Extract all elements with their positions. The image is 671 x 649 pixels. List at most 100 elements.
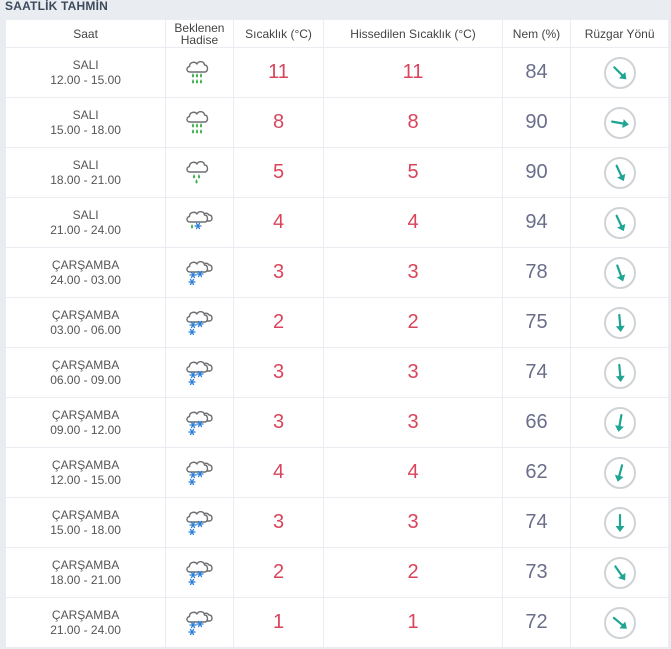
time-cell: ÇARŞAMBA 09.00 - 12.00	[6, 398, 166, 447]
section-title: SAATLİK TAHMİN	[5, 0, 109, 13]
wind-cell	[571, 598, 668, 647]
wind-cell	[571, 498, 668, 547]
weather-cell	[166, 148, 233, 197]
weather-cell	[166, 48, 233, 97]
wind-direction-icon	[603, 356, 636, 389]
forecast-row: ÇARŞAMBA 09.00 - 12.00 3 3 66	[6, 398, 668, 447]
day-label: ÇARŞAMBA	[51, 507, 120, 522]
temperature-cell: 8	[233, 98, 324, 147]
time-cell: ÇARŞAMBA 06.00 - 09.00	[6, 348, 166, 397]
forecast-row: ÇARŞAMBA 24.00 - 03.00 3 3 78	[6, 248, 668, 297]
humidity-value: 62	[525, 461, 548, 483]
time-range: 09.00 - 12.00	[50, 422, 121, 437]
time-cell: SALI 12.00 - 15.00	[6, 48, 166, 97]
feels-like-value: 4	[407, 211, 419, 233]
weather-cell	[166, 298, 233, 347]
humidity-cell: 74	[502, 348, 571, 397]
humidity-value: 90	[525, 111, 548, 133]
feels-like-value: 8	[407, 111, 419, 133]
humidity-value: 73	[525, 561, 548, 583]
forecast-row: SALI 15.00 - 18.00 8 8 90	[6, 98, 668, 147]
feels-like-value: 3	[407, 361, 419, 383]
day-label: ÇARŞAMBA	[51, 557, 120, 572]
header-saat: Saat	[6, 20, 166, 47]
humidity-cell: 75	[502, 298, 571, 347]
day-label: SALI	[72, 157, 99, 172]
temperature-cell: 4	[233, 198, 324, 247]
header-sicaklik: Sıcaklık (°C)	[233, 20, 324, 47]
header-nem: Nem (%)	[502, 20, 571, 47]
humidity-cell: 94	[502, 198, 571, 247]
forecast-row: SALI 21.00 - 24.00 4 4 94	[6, 198, 668, 247]
header-ruzgar: Rüzgar Yönü	[571, 20, 668, 47]
temperature-value: 2	[272, 561, 285, 583]
snow-icon	[183, 355, 215, 390]
time-range: 18.00 - 21.00	[50, 172, 121, 187]
feels-like-cell: 3	[324, 248, 502, 297]
wind-direction-icon	[603, 506, 636, 539]
wind-cell	[571, 98, 668, 147]
forecast-row: SALI 18.00 - 21.00 5 5 90	[6, 148, 668, 197]
humidity-cell: 66	[502, 398, 571, 447]
humidity-cell: 78	[502, 248, 571, 297]
weather-cell	[166, 248, 233, 297]
snow-icon	[183, 555, 215, 590]
temperature-cell: 3	[233, 498, 324, 547]
time-range: 12.00 - 15.00	[50, 72, 121, 87]
weather-cell	[166, 598, 233, 647]
time-range: 12.00 - 15.00	[50, 472, 121, 487]
feels-like-value: 2	[407, 311, 419, 333]
sleet-icon	[183, 205, 215, 240]
time-range: 18.00 - 21.00	[50, 572, 121, 587]
temperature-value: 11	[268, 61, 289, 83]
weather-cell	[166, 98, 233, 147]
humidity-cell: 90	[502, 98, 571, 147]
wind-direction-icon	[603, 606, 636, 639]
header-hissedilen: Hissedilen Sıcaklık (°C)	[324, 20, 502, 47]
header-hadise-line1: Beklenen	[174, 20, 225, 35]
temperature-cell: 5	[233, 148, 324, 197]
snow-icon	[183, 455, 215, 490]
weather-cell	[166, 348, 233, 397]
header-hadise-line2: Hadise	[180, 32, 219, 47]
temperature-value: 3	[272, 261, 285, 283]
temperature-value: 2	[272, 311, 285, 333]
wind-cell	[571, 148, 668, 197]
wind-direction-icon	[603, 106, 636, 139]
time-cell: ÇARŞAMBA 18.00 - 21.00	[6, 548, 166, 597]
time-cell: ÇARŞAMBA 24.00 - 03.00	[6, 248, 166, 297]
feels-like-value: 4	[407, 461, 419, 483]
snow-icon	[183, 405, 215, 440]
wind-cell	[571, 48, 668, 97]
forecast-row: ÇARŞAMBA 03.00 - 06.00 2 2 75	[6, 298, 668, 347]
forecast-row: ÇARŞAMBA 06.00 - 09.00 3 3 74	[6, 348, 668, 397]
temperature-cell: 2	[233, 298, 324, 347]
humidity-value: 75	[525, 311, 548, 333]
wind-direction-icon	[603, 456, 636, 489]
snow-icon	[183, 255, 215, 290]
time-range: 03.00 - 06.00	[50, 322, 121, 337]
feels-like-value: 3	[407, 411, 419, 433]
wind-direction-icon	[603, 156, 636, 189]
day-label: SALI	[72, 107, 99, 122]
feels-like-value: 11	[402, 61, 424, 83]
day-label: ÇARŞAMBA	[51, 257, 120, 272]
time-range: 21.00 - 24.00	[50, 222, 121, 237]
weather-cell	[166, 548, 233, 597]
temperature-cell: 2	[233, 548, 324, 597]
humidity-cell: 84	[502, 48, 571, 97]
temperature-value: 8	[272, 111, 285, 133]
wind-cell	[571, 448, 668, 497]
time-range: 15.00 - 18.00	[50, 122, 121, 137]
feels-like-value: 1	[407, 611, 419, 633]
temperature-cell: 3	[233, 398, 324, 447]
wind-cell	[571, 248, 668, 297]
temperature-cell: 11	[233, 48, 324, 97]
humidity-value: 72	[525, 611, 548, 633]
day-label: ÇARŞAMBA	[51, 457, 120, 472]
wind-direction-icon	[603, 406, 636, 439]
humidity-cell: 74	[502, 498, 571, 547]
temperature-value: 4	[272, 211, 285, 233]
rain-icon	[183, 155, 215, 190]
